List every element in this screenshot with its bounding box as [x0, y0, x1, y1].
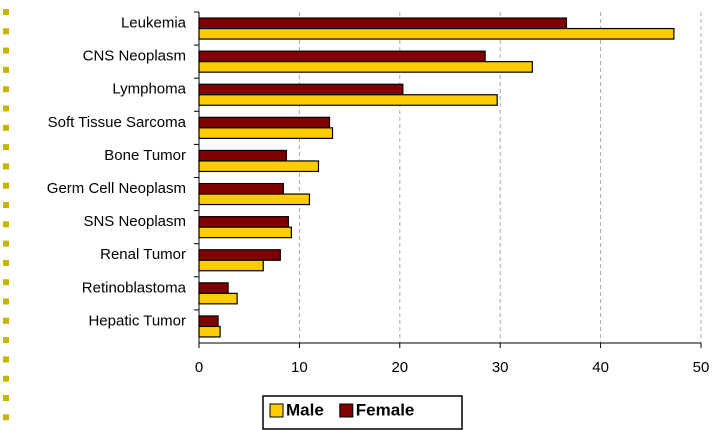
y-tick-label: Bone Tumor	[104, 147, 186, 164]
bullet	[3, 182, 9, 189]
bar	[198, 50, 486, 63]
bar	[198, 149, 287, 162]
bullet	[3, 337, 9, 344]
bullet	[3, 240, 9, 247]
bullet	[3, 317, 9, 324]
legend-swatch	[269, 403, 284, 418]
bullet	[3, 298, 9, 305]
bar	[198, 259, 264, 272]
bar	[198, 94, 498, 106]
legend-box	[262, 395, 463, 430]
bullet	[3, 28, 9, 35]
y-tick-label: Lymphoma	[112, 81, 186, 98]
bar	[198, 83, 404, 96]
bullet	[3, 144, 9, 151]
y-tick-label: Renal Tumor	[100, 246, 186, 263]
x-tick-label: 20	[391, 359, 408, 376]
bullet	[3, 9, 9, 15]
bullet	[3, 124, 9, 131]
legend-swatch	[339, 403, 354, 418]
legend-label: Male	[286, 400, 324, 419]
y-tick-label: Hepatic Tumor	[88, 312, 186, 329]
y-tick-label: Germ Cell Neoplasm	[47, 180, 186, 197]
bar	[198, 160, 320, 173]
y-tick-label: SNS Neoplasm	[83, 213, 186, 230]
x-tick-label: 40	[592, 359, 609, 376]
bullet	[3, 375, 9, 382]
bullet	[3, 47, 9, 54]
bullet	[3, 163, 9, 170]
bullet	[3, 356, 9, 363]
y-tick-label: Soft Tissue Sarcoma	[48, 114, 187, 131]
bar	[198, 182, 284, 195]
bar	[198, 127, 334, 139]
bar	[198, 282, 229, 294]
bar	[198, 226, 292, 239]
bullet	[3, 221, 9, 228]
bar	[198, 249, 281, 261]
bullet	[3, 66, 9, 73]
bar	[198, 315, 219, 328]
x-tick-label: 0	[195, 359, 203, 376]
bar	[198, 61, 533, 73]
bullet	[3, 202, 9, 208]
y-tick-label: Leukemia	[121, 15, 187, 32]
bar	[198, 27, 675, 40]
y-tick-label: Retinoblastoma	[82, 279, 187, 296]
bar	[198, 292, 238, 305]
bar	[198, 116, 331, 129]
bullet	[3, 259, 9, 266]
bullet	[3, 86, 9, 93]
x-tick-label: 10	[291, 359, 308, 376]
bullet	[3, 279, 9, 286]
bar	[198, 193, 311, 206]
x-tick-label: 50	[693, 359, 710, 376]
bullet	[3, 105, 9, 112]
x-tick-label: 30	[492, 359, 509, 376]
bullet	[3, 395, 9, 401]
bullet	[3, 414, 9, 421]
legend-label: Female	[356, 400, 415, 419]
y-tick-label: CNS Neoplasm	[83, 48, 186, 65]
bar	[198, 216, 289, 228]
bar	[198, 17, 568, 30]
bar	[198, 325, 221, 338]
